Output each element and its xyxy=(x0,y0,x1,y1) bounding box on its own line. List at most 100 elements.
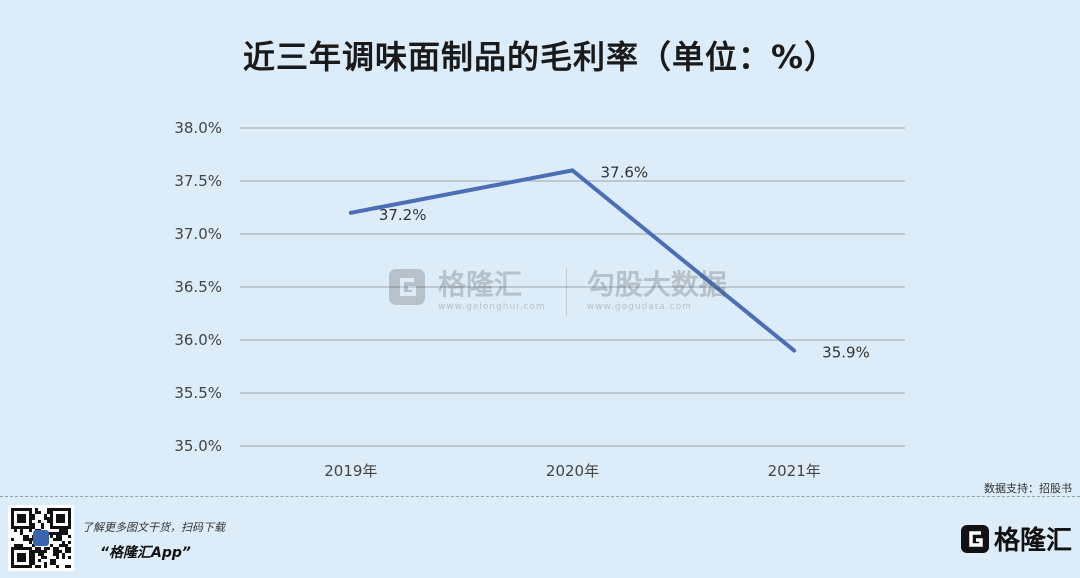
qr-module xyxy=(17,544,20,547)
qr-module xyxy=(26,538,29,541)
qr-module xyxy=(59,550,62,553)
qr-module xyxy=(53,547,56,550)
qr-module xyxy=(62,556,65,559)
qr-module xyxy=(23,538,26,541)
qr-module xyxy=(62,532,65,535)
qr-module xyxy=(68,535,71,538)
qr-module xyxy=(47,508,50,511)
y-tick-label: 35.5% xyxy=(174,384,222,402)
x-tick-label: 2019年 xyxy=(324,462,377,480)
qr-module xyxy=(32,517,35,520)
qr-module xyxy=(26,535,29,538)
x-tick-label: 2020年 xyxy=(546,462,599,480)
qr-module xyxy=(68,565,71,568)
qr-module xyxy=(50,535,53,538)
y-tick-label: 37.0% xyxy=(174,225,222,243)
qr-code-icon[interactable] xyxy=(8,505,74,571)
qr-module xyxy=(56,556,59,559)
y-tick-label: 37.5% xyxy=(174,172,222,190)
series-line xyxy=(348,168,797,353)
logo-text: 格隆汇 xyxy=(993,526,1072,556)
qr-module xyxy=(62,544,65,547)
qr-module xyxy=(53,532,56,535)
qr-module xyxy=(62,541,65,544)
qr-module xyxy=(56,565,59,568)
watermark-brand-url: www.gelonghui.com xyxy=(438,302,546,312)
qr-finder-core xyxy=(17,553,26,562)
qr-module xyxy=(32,526,35,529)
line-chart: 35.0% 35.5% 36.0% 36.5% 37.0% 37.5% 38.0% 2019… xyxy=(174,119,905,480)
qr-module xyxy=(32,514,35,517)
qr-module xyxy=(11,538,14,541)
qr-module xyxy=(41,553,44,556)
qr-module xyxy=(32,550,35,553)
qr-module xyxy=(35,565,38,568)
qr-module xyxy=(59,529,62,532)
qr-module xyxy=(68,556,71,559)
y-tick-label: 36.5% xyxy=(174,278,222,296)
y-tick-label: 35.0% xyxy=(174,437,222,455)
qr-module xyxy=(59,532,62,535)
qr-module xyxy=(38,553,41,556)
qr-module xyxy=(56,535,59,538)
qr-module xyxy=(56,547,59,550)
qr-module xyxy=(35,511,38,514)
qr-module xyxy=(65,550,68,553)
watermark: 格隆汇 www.gelonghui.com 勾股大数据 www.gogudata… xyxy=(388,268,727,316)
qr-module xyxy=(47,511,50,514)
qr-module xyxy=(38,559,41,562)
qr-module xyxy=(50,544,53,547)
gridlines xyxy=(240,127,905,447)
qr-module xyxy=(41,556,44,559)
x-axis-ticks: 2019年 2020年 2021年 xyxy=(324,462,821,480)
x-tick-label: 2021年 xyxy=(768,462,821,480)
qr-module xyxy=(14,544,17,547)
qr-module xyxy=(35,508,38,511)
qr-module xyxy=(44,547,47,550)
qr-module xyxy=(38,520,41,523)
gelonghui-logo-icon xyxy=(960,524,989,553)
qr-module xyxy=(53,562,56,565)
qr-module xyxy=(65,547,68,550)
qr-module xyxy=(20,529,23,532)
qr-module xyxy=(32,559,35,562)
qr-module xyxy=(38,550,41,553)
qr-module xyxy=(38,565,41,568)
qr-finder-core xyxy=(56,514,65,523)
qr-module xyxy=(68,547,71,550)
qr-module xyxy=(56,532,59,535)
qr-module xyxy=(20,532,23,535)
qr-module xyxy=(50,532,53,535)
qr-module xyxy=(65,529,68,532)
qr-module xyxy=(32,562,35,565)
qr-module xyxy=(53,538,56,541)
qr-module xyxy=(41,523,44,526)
qr-module xyxy=(53,559,56,562)
y-tick-label: 38.0% xyxy=(174,119,222,137)
watermark-brand: 格隆汇 xyxy=(438,268,523,301)
qr-module xyxy=(41,550,44,553)
qr-module xyxy=(44,562,47,565)
qr-module xyxy=(65,532,68,535)
data-label: 37.2% xyxy=(379,206,427,224)
watermark-data-url: www.gogudata.com xyxy=(586,302,692,312)
qr-module xyxy=(29,541,32,544)
qr-module xyxy=(35,547,38,550)
qr-module xyxy=(47,517,50,520)
qr-module xyxy=(32,523,35,526)
qr-module xyxy=(35,550,38,553)
y-axis-ticks: 35.0% 35.5% 36.0% 36.5% 37.0% 37.5% 38.0% xyxy=(174,119,222,455)
qr-module xyxy=(32,556,35,559)
qr-module xyxy=(44,550,47,553)
qr-module xyxy=(65,565,68,568)
qr-module xyxy=(50,562,53,565)
qr-module xyxy=(62,553,65,556)
qr-module xyxy=(23,535,26,538)
qr-module xyxy=(41,526,44,529)
footer-logo: 格隆汇 xyxy=(960,520,1072,557)
qr-module xyxy=(44,565,47,568)
qr-module xyxy=(32,553,35,556)
data-label: 37.6% xyxy=(601,163,649,181)
qr-module xyxy=(44,556,47,559)
watermark-data-brand: 勾股大数据 xyxy=(586,268,727,301)
